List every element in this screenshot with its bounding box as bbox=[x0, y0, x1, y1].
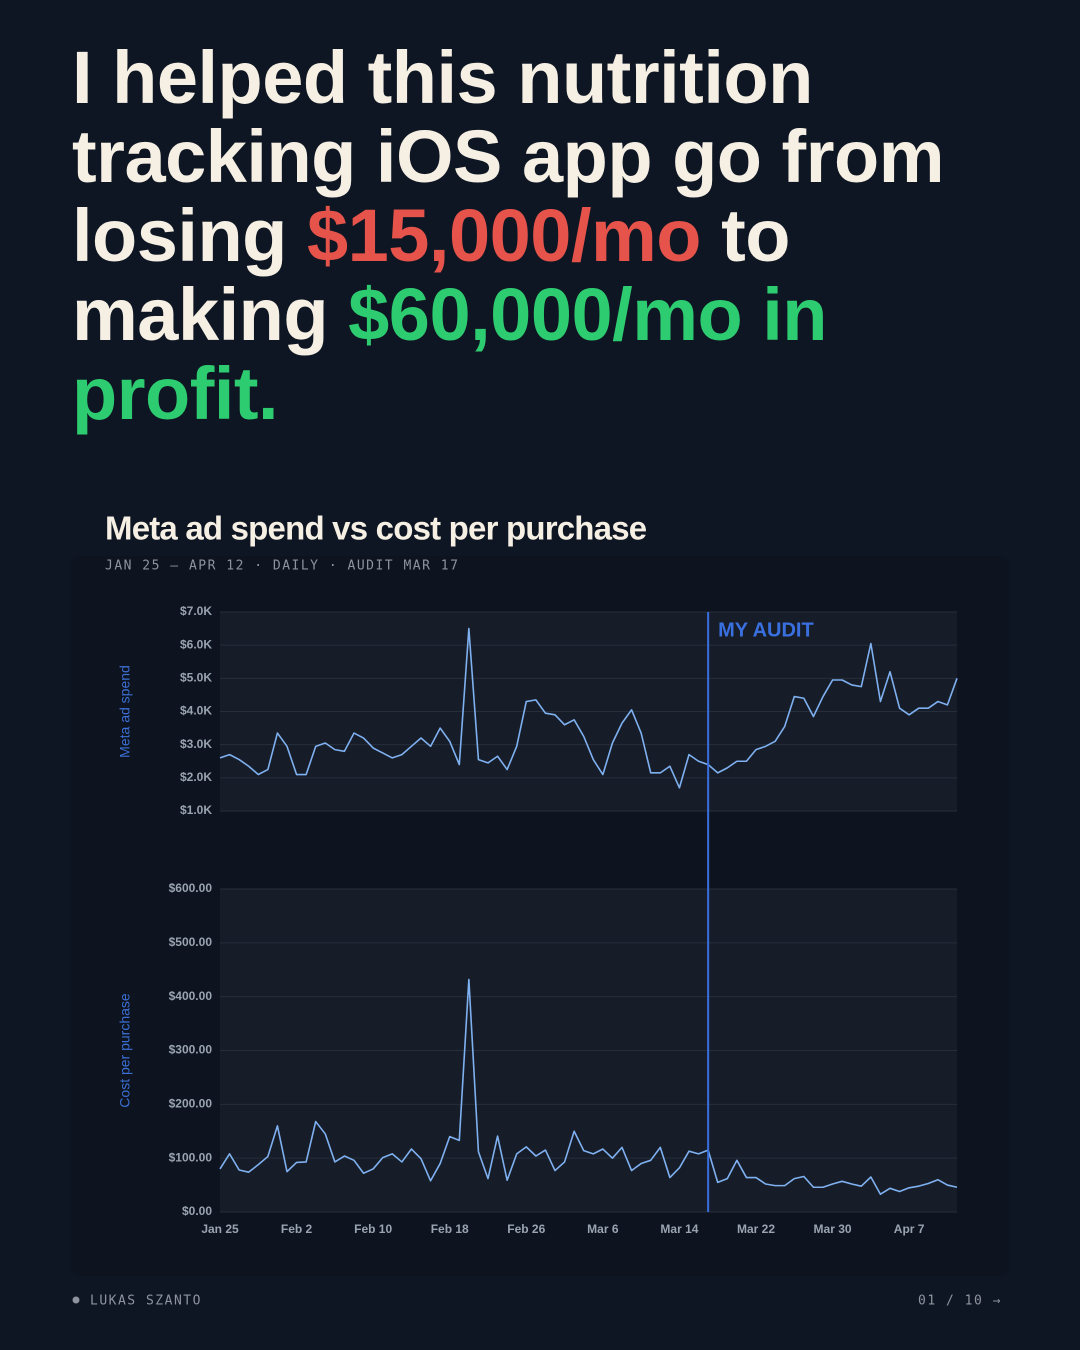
headline: I helped this nutrition tracking iOS app… bbox=[72, 38, 1032, 433]
y-tick-label: $0.00 bbox=[182, 1204, 212, 1218]
y-axis-label: Meta ad spend bbox=[117, 665, 133, 758]
headline-text: to making bbox=[72, 194, 790, 356]
x-tick-label: Mar 30 bbox=[814, 1222, 852, 1236]
headline-profit: $60,000/mo in profit. bbox=[72, 273, 828, 435]
headline-text: I helped this nutrition tracking iOS app… bbox=[72, 36, 945, 277]
footer-author: LUKAS SZANTO bbox=[90, 1294, 202, 1309]
y-tick-label: $6.0K bbox=[180, 637, 212, 651]
y-axis-label: Cost per purchase bbox=[117, 993, 133, 1108]
x-tick-label: Mar 22 bbox=[737, 1222, 775, 1236]
series-line bbox=[219, 627, 958, 789]
x-tick-label: Apr 7 bbox=[894, 1222, 925, 1236]
x-tick-label: Feb 10 bbox=[354, 1222, 392, 1236]
y-tick-label: $600.00 bbox=[169, 881, 213, 895]
y-tick-label: $7.0K bbox=[180, 604, 212, 618]
series-line bbox=[219, 978, 958, 1196]
x-tick-label: Feb 18 bbox=[431, 1222, 469, 1236]
y-tick-label: $200.00 bbox=[169, 1097, 213, 1111]
headline-loss: $15,000/mo bbox=[306, 194, 702, 277]
y-tick-label: $5.0K bbox=[180, 671, 212, 685]
y-tick-label: $4.0K bbox=[180, 704, 212, 718]
y-tick-label: $400.00 bbox=[169, 989, 213, 1003]
chart-title: Meta ad spend vs cost per purchase bbox=[105, 510, 647, 547]
x-tick-label: Feb 26 bbox=[507, 1222, 545, 1236]
y-tick-label: $100.00 bbox=[169, 1150, 213, 1164]
annotation-label: MY AUDIT bbox=[718, 619, 814, 641]
x-tick-label: Mar 6 bbox=[587, 1222, 619, 1236]
footer-dot bbox=[72, 1296, 80, 1304]
y-tick-label: $300.00 bbox=[169, 1043, 213, 1057]
x-tick-label: Feb 2 bbox=[281, 1222, 313, 1236]
x-tick-label: Jan 25 bbox=[201, 1222, 239, 1236]
x-tick-label: Mar 14 bbox=[660, 1222, 698, 1236]
footer-page: 01 / 10 → bbox=[918, 1294, 1002, 1309]
chart-subtitle: JAN 25 – APR 12 · DAILY · AUDIT MAR 17 bbox=[105, 559, 459, 574]
y-tick-label: $500.00 bbox=[169, 935, 213, 949]
y-tick-label: $1.0K bbox=[180, 803, 212, 817]
y-tick-label: $2.0K bbox=[180, 770, 212, 784]
y-tick-label: $3.0K bbox=[180, 737, 212, 751]
